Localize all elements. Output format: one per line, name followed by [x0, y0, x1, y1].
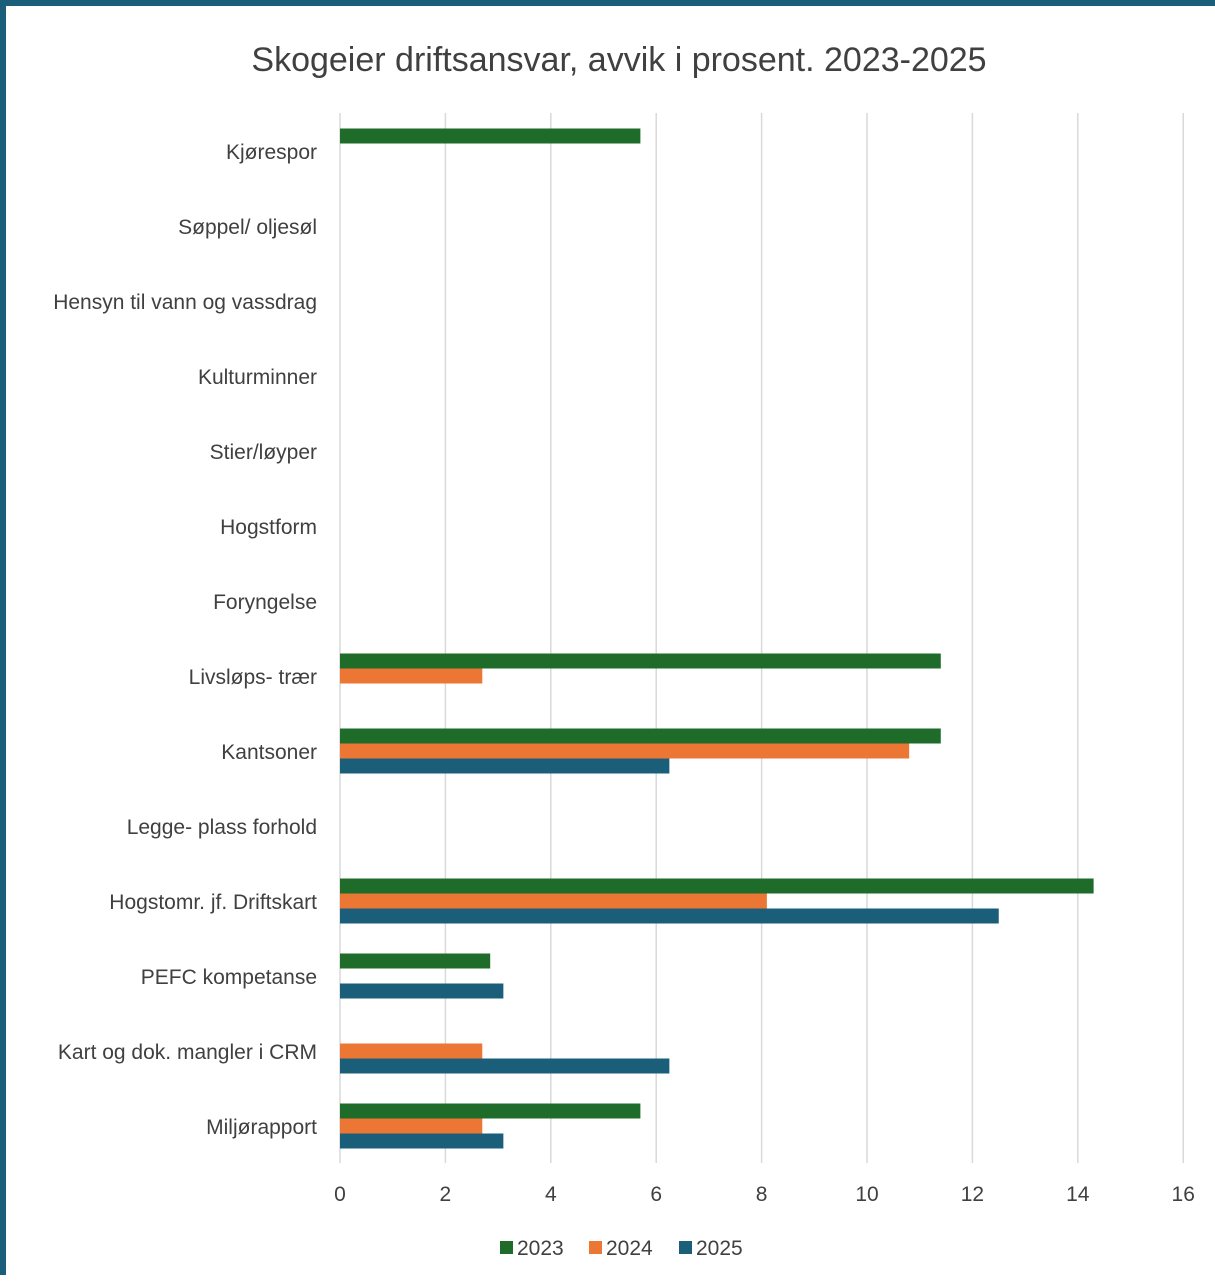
bar-2024 — [340, 893, 767, 909]
legend-swatch-2023 — [500, 1241, 513, 1254]
category-label: Livsløps- trær — [189, 666, 317, 689]
bar-2024 — [340, 1043, 483, 1059]
category-label: Kart og dok. mangler i CRM — [58, 1041, 317, 1064]
bar-2024 — [340, 743, 910, 759]
bar-2023 — [340, 128, 641, 144]
bar-2023 — [340, 1103, 641, 1119]
grid-lines — [339, 113, 1184, 1163]
category-label: Legge- plass forhold — [127, 816, 317, 839]
chart-title: Skogeier driftsansvar, avvik i prosent. … — [251, 41, 986, 79]
bar-2025 — [340, 1133, 504, 1149]
x-axis-ticks: 0 2 4 6 8 10 12 14 16 — [334, 1183, 1195, 1206]
bar-2023 — [340, 878, 1094, 894]
bar-2023 — [340, 953, 491, 969]
x-tick-label: 2 — [440, 1183, 452, 1206]
bar-2024 — [340, 668, 483, 684]
bar-2025 — [340, 1058, 670, 1074]
legend-label: 2023 — [517, 1237, 564, 1260]
bar-2023 — [340, 728, 941, 744]
category-label: Kulturminner — [198, 366, 317, 389]
x-tick-label: 16 — [1172, 1183, 1195, 1206]
bar-2024 — [340, 1118, 483, 1134]
x-tick-label: 6 — [650, 1183, 662, 1206]
legend-swatch-2025 — [679, 1241, 692, 1254]
x-tick-label: 4 — [545, 1183, 557, 1206]
legend: 2023 2024 2025 — [500, 1237, 743, 1260]
category-label: Hogstomr. jf. Driftskart — [109, 891, 317, 914]
category-label: Miljørapport — [206, 1116, 317, 1139]
category-label: Foryngelse — [213, 591, 317, 614]
x-tick-label: 14 — [1066, 1183, 1090, 1206]
legend-label: 2025 — [696, 1237, 743, 1260]
bar-2023 — [340, 653, 941, 669]
category-label: Kantsoner — [221, 741, 317, 764]
x-tick-label: 0 — [334, 1183, 346, 1206]
bar-2025 — [340, 983, 504, 999]
category-label: PEFC kompetanse — [141, 966, 317, 989]
category-label: Hensyn til vann og vassdrag — [53, 291, 317, 314]
x-tick-label: 12 — [961, 1183, 984, 1206]
legend-label: 2024 — [606, 1237, 653, 1260]
category-label: Hogstform — [220, 516, 317, 539]
x-tick-label: 10 — [855, 1183, 878, 1206]
category-label: Kjørespor — [226, 141, 317, 164]
chart-canvas: Skogeier driftsansvar, avvik i prosent. … — [53, 41, 1195, 1260]
x-tick-label: 8 — [756, 1183, 768, 1206]
bar-2025 — [340, 908, 999, 924]
category-labels: Kjørespor Søppel/ oljesøl Hensyn til vann … — [53, 141, 317, 1139]
legend-swatch-2024 — [589, 1241, 602, 1254]
bars — [340, 128, 1094, 1149]
category-label: Stier/løyper — [210, 441, 317, 464]
bar-2025 — [340, 758, 670, 774]
category-label: Søppel/ oljesøl — [178, 216, 317, 239]
